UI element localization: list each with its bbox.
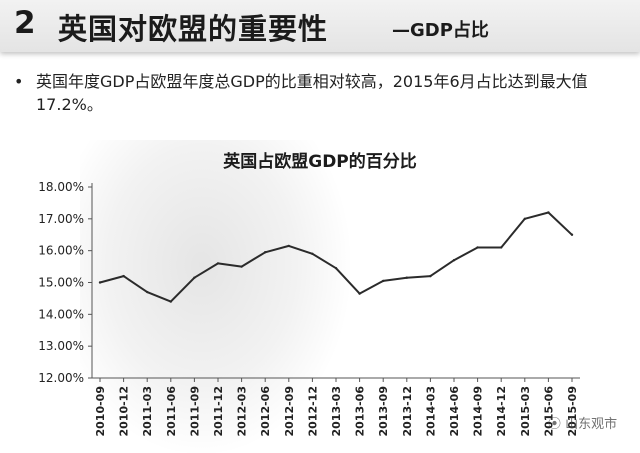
chart-title: 英国占欧盟GDP的百分比 <box>223 152 417 172</box>
wechat-icon: ⦿ <box>548 417 562 432</box>
x-tick-label: 2011-03 <box>141 386 154 437</box>
data-point <box>264 251 267 254</box>
y-tick-label: 15.00% <box>38 276 84 290</box>
data-point <box>476 246 479 249</box>
x-tick-label: 2010-09 <box>94 386 107 437</box>
bullet-point: • 英国年度GDP占欧盟年度总GDP的比重相对较高，2015年6月占比达到最大值… <box>14 70 624 116</box>
data-point <box>122 274 125 278</box>
data-point <box>452 259 456 262</box>
data-point <box>523 217 526 221</box>
x-tick-label: 2013-03 <box>330 386 343 437</box>
series-line <box>99 211 573 303</box>
slide-header: 2 英国对欧盟的重要性 —GDP占比 <box>0 0 640 52</box>
y-tick-label: 16.00% <box>38 244 84 258</box>
y-tick-label: 13.00% <box>38 339 84 353</box>
x-tick-label: 2014-09 <box>472 386 485 437</box>
data-point <box>169 300 172 303</box>
x-tick-label: 2014-12 <box>495 386 508 437</box>
data-point <box>240 265 243 268</box>
data-point <box>500 246 503 249</box>
data-point <box>311 252 314 256</box>
x-tick-label: 2015-09 <box>566 386 579 437</box>
data-point <box>405 276 408 279</box>
x-tick-label: 2014-03 <box>424 386 437 437</box>
watermark: ⦿ 山东观市 <box>548 413 617 432</box>
x-tick-label: 2012-12 <box>306 386 319 437</box>
data-point <box>193 276 196 279</box>
x-tick-label: 2011-09 <box>188 386 201 437</box>
watermark-text: 山东观市 <box>565 417 618 432</box>
x-tick-label: 2014-06 <box>448 386 461 437</box>
data-point <box>429 274 432 278</box>
data-point <box>334 266 338 270</box>
x-tick-label: 2012-03 <box>236 386 249 437</box>
bullet-text: 英国年度GDP占欧盟年度总GDP的比重相对较高，2015年6月占比达到最大值17… <box>36 72 588 114</box>
data-point <box>358 292 361 295</box>
x-tick-label: 2010-12 <box>118 386 131 437</box>
data-point <box>570 233 574 236</box>
x-tick-label: 2013-09 <box>377 386 390 437</box>
y-tick-label: 14.00% <box>38 307 84 321</box>
section-subtitle: —GDP占比 <box>392 20 489 41</box>
data-point <box>547 211 550 214</box>
data-point <box>287 244 290 248</box>
x-tick-label: 2011-12 <box>212 386 225 437</box>
x-tick-label: 2012-06 <box>259 386 272 437</box>
x-tick-label: 2011-06 <box>165 386 178 437</box>
x-tick-label: 2015-06 <box>542 386 555 437</box>
bullet-marker: • <box>14 72 24 91</box>
data-point <box>382 279 385 283</box>
data-point <box>98 281 102 284</box>
x-tick-label: 2012-09 <box>283 386 296 437</box>
background-photo <box>80 140 350 453</box>
x-tick-label: 2013-06 <box>354 386 367 437</box>
section-title: 英国对欧盟的重要性 <box>58 12 329 46</box>
section-number: 2 <box>14 5 36 41</box>
x-tick-label: 2013-12 <box>401 386 414 437</box>
data-point <box>146 290 149 294</box>
y-tick-label: 17.00% <box>38 212 84 226</box>
data-point <box>216 262 220 265</box>
y-tick-label: 18.00% <box>38 180 84 194</box>
y-tick-label: 12.00% <box>38 371 84 385</box>
x-tick-label: 2015-03 <box>519 386 532 437</box>
